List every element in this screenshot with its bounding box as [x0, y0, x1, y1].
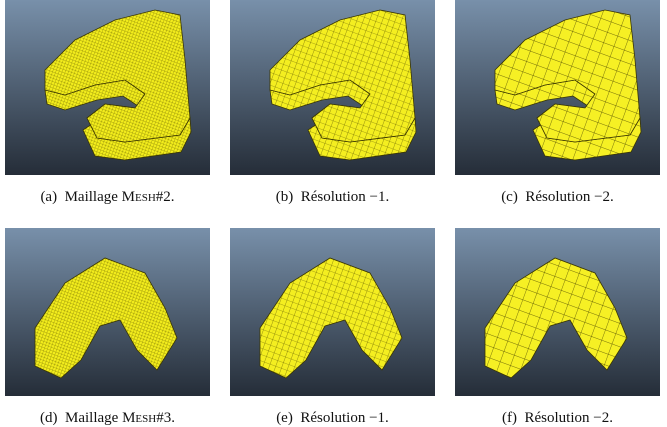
caption-text: (a)	[40, 189, 58, 205]
mesh-surface	[259, 257, 403, 379]
caption-text: Mesh#2.	[121, 189, 175, 205]
caption: (c) Résolution −2.	[455, 189, 660, 206]
caption-text: Maillage	[64, 189, 118, 205]
caption: (d) Maillage Mesh#3.	[5, 410, 210, 427]
mesh-render	[230, 0, 435, 175]
mesh-render	[455, 0, 660, 175]
caption: (a) Maillage Mesh#2.	[5, 189, 210, 206]
mesh-surface	[269, 9, 416, 143]
caption-text: (f)	[502, 410, 518, 426]
caption-text: (e)	[276, 410, 293, 426]
caption-text: (c)	[501, 189, 518, 205]
caption-text: Résolution −1.	[300, 410, 389, 426]
caption-text: Résolution −1.	[300, 189, 390, 205]
caption-text: (b)	[275, 189, 294, 205]
subfigure: (b) Résolution −1.	[230, 0, 435, 206]
caption-text: Résolution −2.	[524, 410, 613, 426]
subfigure: (d) Maillage Mesh#3.	[5, 228, 210, 427]
caption-text: Résolution −2.	[525, 189, 614, 205]
subfigure: (a) Maillage Mesh#2.	[5, 0, 210, 206]
mesh-surface	[494, 9, 641, 143]
mesh-surface	[44, 9, 191, 143]
mesh-render	[5, 0, 210, 175]
caption: (b) Résolution −1.	[230, 189, 435, 206]
mesh-surface	[34, 257, 178, 379]
subfigure: (e) Résolution −1.	[230, 228, 435, 427]
mesh-render	[230, 228, 435, 396]
mesh-render	[5, 228, 210, 396]
mesh-render	[455, 228, 660, 396]
caption-text: (d)	[40, 410, 58, 426]
caption-text: Mesh#3.	[122, 410, 175, 426]
subfigure: (f) Résolution −2.	[455, 228, 660, 427]
caption-text: Maillage	[65, 410, 119, 426]
mesh-surface	[484, 257, 628, 379]
caption: (e) Résolution −1.	[230, 410, 435, 427]
subfigure: (c) Résolution −2.	[455, 0, 660, 206]
caption: (f) Résolution −2.	[455, 410, 660, 427]
